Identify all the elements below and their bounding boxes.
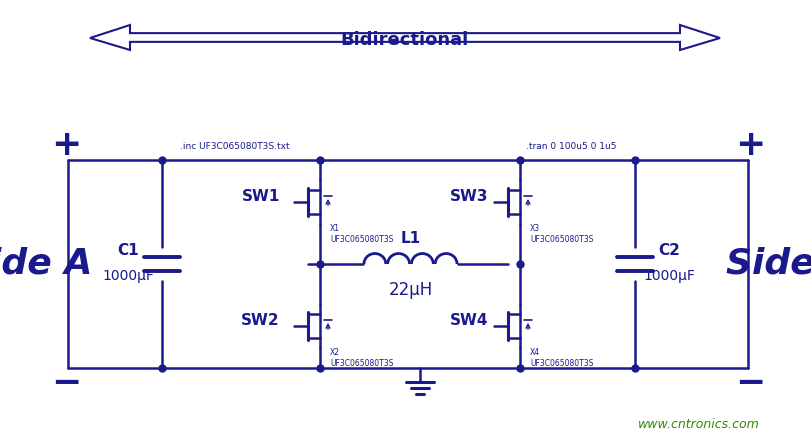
Text: SW1: SW1 — [242, 188, 280, 203]
Text: SW3: SW3 — [449, 188, 487, 203]
Text: Side B: Side B — [725, 247, 811, 281]
Text: −: − — [734, 366, 764, 400]
Text: 1000μF: 1000μF — [642, 269, 694, 283]
Text: Side A: Side A — [0, 247, 92, 281]
Text: 22μH: 22μH — [388, 281, 432, 299]
Text: SW2: SW2 — [241, 312, 280, 327]
Text: www.cntronics.com: www.cntronics.com — [637, 418, 759, 430]
Text: C2: C2 — [657, 242, 679, 257]
Text: .inc UF3C065080T3S.txt: .inc UF3C065080T3S.txt — [180, 142, 290, 150]
Text: X3
UF3C065080T3S: X3 UF3C065080T3S — [530, 224, 593, 244]
Text: Bidirectional: Bidirectional — [341, 31, 469, 49]
Text: SW4: SW4 — [449, 312, 487, 327]
Text: +: + — [734, 128, 764, 162]
Text: X1
UF3C065080T3S: X1 UF3C065080T3S — [329, 224, 393, 244]
Text: +: + — [51, 128, 81, 162]
Text: .tran 0 100u5 0 1u5: .tran 0 100u5 0 1u5 — [526, 142, 616, 150]
Text: X4
UF3C065080T3S: X4 UF3C065080T3S — [530, 348, 593, 368]
Text: X2
UF3C065080T3S: X2 UF3C065080T3S — [329, 348, 393, 368]
Text: L1: L1 — [400, 231, 420, 246]
Text: −: − — [51, 366, 81, 400]
Text: C1: C1 — [117, 242, 139, 257]
Text: 1000μF: 1000μF — [102, 269, 154, 283]
